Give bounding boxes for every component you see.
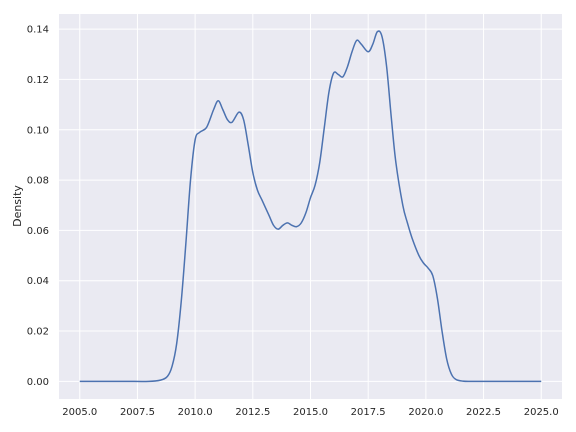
y-tick-label: 0.04 (27, 276, 49, 287)
y-tick-label: 0.00 (27, 377, 49, 388)
x-tick-label: 2017.5 (351, 407, 386, 418)
x-tick-label: 2020.0 (408, 407, 443, 418)
x-tick-label: 2012.5 (235, 407, 270, 418)
x-tick-label: 2015.0 (293, 407, 328, 418)
x-tick-label: 2025.0 (524, 407, 559, 418)
y-axis-label: Density (11, 185, 24, 227)
y-axis-ticks: 0.00 0.02 0.04 0.06 0.08 0.10 0.12 0.14 (27, 25, 49, 388)
density-line (79, 30, 542, 383)
y-tick-label: 0.14 (27, 25, 49, 36)
x-tick-label: 2007.5 (120, 407, 155, 418)
x-tick-label: 2010.0 (178, 407, 213, 418)
x-axis-ticks: 2005.0 2007.5 2010.0 2012.5 2015.0 2017.5 2020… (62, 407, 558, 418)
y-tick-label: 0.12 (27, 75, 49, 86)
y-tick-label: 0.06 (27, 226, 49, 237)
y-tick-label: 0.02 (27, 327, 49, 338)
y-tick-label: 0.10 (27, 125, 49, 136)
x-tick-label: 2005.0 (62, 407, 97, 418)
y-tick-label: 0.08 (27, 176, 49, 187)
series-layer (79, 30, 542, 383)
x-tick-label: 2022.5 (466, 407, 501, 418)
